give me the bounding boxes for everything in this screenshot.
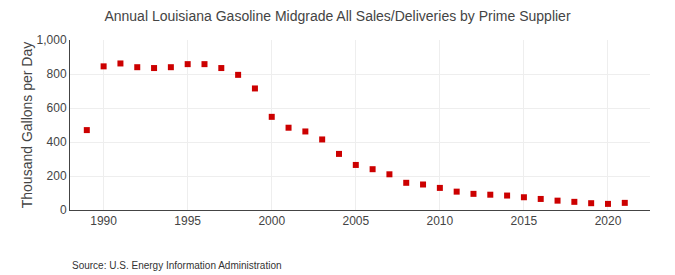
svg-text:2015: 2015: [511, 214, 538, 228]
svg-text:2005: 2005: [342, 214, 369, 228]
svg-text:800: 800: [47, 67, 67, 81]
svg-text:2010: 2010: [427, 214, 454, 228]
svg-text:200: 200: [47, 169, 67, 183]
svg-text:600: 600: [47, 101, 67, 115]
svg-text:1990: 1990: [90, 214, 117, 228]
svg-text:2020: 2020: [595, 214, 622, 228]
svg-text:1,000: 1,000: [37, 33, 67, 47]
svg-text:1995: 1995: [174, 214, 201, 228]
svg-text:Source: U.S. Energy Informatio: Source: U.S. Energy Information Administ…: [72, 260, 282, 271]
svg-text:0: 0: [60, 203, 67, 217]
svg-text:Annual Louisiana Gasoline Midg: Annual Louisiana Gasoline Midgrade All S…: [104, 8, 570, 24]
svg-text:Thousand Gallons per Day: Thousand Gallons per Day: [19, 42, 35, 209]
svg-text:2000: 2000: [258, 214, 285, 228]
svg-text:400: 400: [47, 135, 67, 149]
